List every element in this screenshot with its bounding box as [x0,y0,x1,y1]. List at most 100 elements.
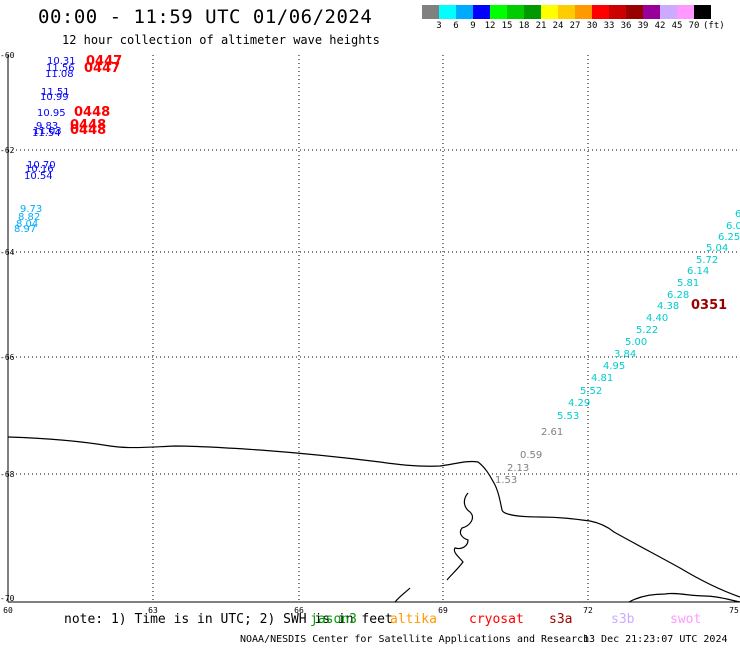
coastline [7,436,740,603]
inland-coast-2 [628,592,740,603]
satellite-swot: swot [670,612,702,627]
footnote: note: 1) Time is in UTC; 2) SWH is in fe… [64,612,393,627]
wave-height-value: 6.14 [687,266,709,277]
legend-swatch [541,5,558,19]
legend-swatch [473,5,490,19]
pass-time: 0448 [70,118,106,133]
legend-label: 30 [586,21,598,31]
latitude-label: -70 [0,594,15,603]
wave-height-value: 8.82 [18,212,40,223]
longitude-labels: 60 63 66 69 72 75 [3,606,739,615]
legend-swatch [490,5,507,19]
wave-height-value: 11.51 [41,87,70,98]
legend-label: 21 [535,21,547,31]
legend-swatch [660,5,677,19]
wave-height-value: 1.53 [495,475,517,486]
wave-height-value: 5.81 [677,278,699,289]
wave-height-value: 5.52 [580,386,602,397]
wave-height-value: 10.16 [25,164,54,175]
legend-swatch [592,5,609,19]
wave-height-value: 4.40 [646,313,668,324]
wave-height-value: 10.54 [24,171,53,182]
wave-height-value: 5.00 [625,337,647,348]
antarctica-coast [7,436,740,598]
longitude-label: 66 [294,606,304,615]
pass-time: 0448 [70,123,106,138]
legend-swatch [609,5,626,19]
pass-time: 0447 [84,61,120,76]
wave-height-measurements: 10.3111.5611.0811.5110.9910.959.8311.031… [14,56,740,486]
legend-swatch [507,5,524,19]
legend-swatch [439,5,456,19]
map-subtitle: 12 hour collection of altimeter wave hei… [62,33,380,47]
pass-time: 0447 [86,54,122,69]
map-title: 00:00 - 11:59 UTC 01/06/2024 [38,6,373,28]
legend-swatch [456,5,473,19]
legend-swatch [643,5,660,19]
legend-swatch [558,5,575,19]
legend-label: 27 [569,21,581,31]
legend-swatch [575,5,592,19]
latitude-labels: -60 -62 -64 -66 -68 -70 [0,51,15,603]
legend-label: 24 [552,21,564,31]
latitude-label: -66 [0,353,15,362]
longitude-label: 60 [3,606,13,615]
legend-label: 70 [688,21,700,31]
wave-height-value: 6.0 [726,221,740,232]
legend-label: 39 [637,21,649,31]
wave-height-value: 4.81 [591,373,613,384]
wave-height-value: 4.29 [568,398,590,409]
legend-swatch [524,5,541,19]
wave-height-value: 6 [735,209,740,220]
wave-height-value: 6.28 [667,290,689,301]
wave-height-value: 2.13 [507,463,529,474]
legend-swatch [677,5,694,19]
wave-height-value: 10.31 [47,56,76,67]
legend-label: 33 [603,21,615,31]
wave-height-value: 0.59 [520,450,542,461]
inland-coast [394,587,411,603]
satellite-altika: altika [390,612,437,627]
wave-height-value: 9.73 [20,204,42,215]
pass-time: 0351 [691,298,727,313]
wave-height-value: 6.25 [718,232,740,243]
wave-height-value: 4.38 [657,301,679,312]
bay-coast [446,492,474,581]
legend-swatch [694,5,711,19]
longitude-label: 75 [729,606,739,615]
legend-label: 15 [501,21,513,31]
legend-label: 36 [620,21,632,31]
generation-timestamp: 13 Dec 21:23:07 UTC 2024 [583,634,728,645]
longitude-label: 69 [438,606,448,615]
wave-height-value: 4.95 [603,361,625,372]
wave-height-value: 5.72 [696,255,718,266]
pass-time: 0448 [74,105,110,120]
satellite-cryosat: cryosat [469,612,524,627]
longitude-label: 72 [583,606,593,615]
legend-label: 9 [470,21,476,31]
wave-height-value: 3.84 [614,349,636,360]
satellite-s3b: s3b [611,612,635,627]
latitude-label: -68 [0,470,15,479]
wave-height-value: 10.70 [27,160,56,171]
wave-height-value: 11.08 [45,69,74,80]
wave-height-value: 2.61 [541,427,563,438]
legend-label: 12 [484,21,496,31]
wave-height-value: 11.54 [32,128,61,139]
longitude-label: 63 [148,606,158,615]
wave-height-value: 11.03 [33,126,62,137]
legend-label: 45 [671,21,683,31]
credit-line: NOAA/NESDIS Center for Satellite Applica… [240,634,590,645]
wave-height-value: 9.83 [36,121,58,132]
latitude-label: -62 [0,146,15,155]
wave-height-value: 10.99 [40,92,69,103]
legend-swatch [422,5,439,19]
lat-lon-grid [8,55,740,602]
wave-height-value: 10.95 [37,108,66,119]
legend-label: (ft) [703,21,725,31]
legend-label: 6 [453,21,459,31]
legend-label: 18 [518,21,530,31]
legend-swatch [626,5,643,19]
